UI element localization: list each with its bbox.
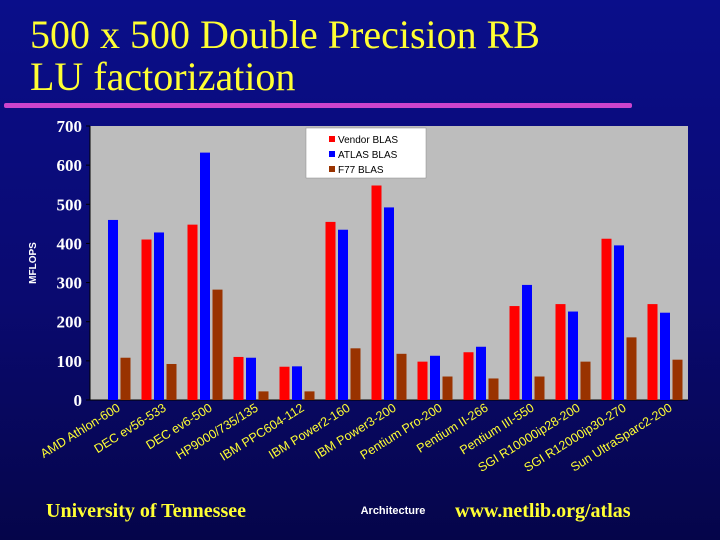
slide-title-line1: 500 x 500 Double Precision RB [30,12,540,57]
footer-url[interactable]: www.netlib.org/atlas [455,500,631,522]
bar [338,229,348,400]
slide-title-line2: LU factorization [30,54,296,99]
bar [187,224,198,400]
bar [212,289,223,400]
bar [660,312,670,400]
y-tick-label: 0 [74,391,83,410]
title-underline [4,103,632,108]
y-tick-label: 600 [57,156,83,175]
bar [568,311,578,400]
bar [396,353,407,400]
bar [166,363,177,400]
bar [258,391,269,400]
bar [233,356,244,400]
bar [647,304,658,400]
legend-label: Vendor BLAS [338,135,398,146]
footer-university: University of Tennessee [46,500,246,522]
slide-title: 500 x 500 Double Precision RB LU factori… [30,14,670,98]
y-tick-label: 700 [57,117,83,136]
bar [522,284,532,400]
bar [430,355,440,400]
y-tick-label: 300 [57,274,83,293]
y-tick-label: 500 [57,195,83,214]
bar [141,239,152,400]
y-tick-label: 400 [57,234,83,253]
bar [488,378,499,400]
bar [120,357,131,400]
bar [534,376,545,400]
bar [580,361,591,400]
legend-swatch [329,166,335,172]
legend-label: ATLAS BLAS [338,150,398,161]
x-tick-label: HP9000/735/135 [174,401,261,463]
bar [555,304,566,400]
bar [476,346,486,400]
bar [200,152,210,400]
bar [417,361,428,400]
bar [463,352,474,400]
bar [442,376,453,400]
y-axis-label: MFLOPS [28,242,39,284]
bar [384,207,394,400]
bar [672,359,683,400]
bar [614,245,624,400]
bar [371,185,382,400]
x-tick-label: IBM Power2-160 [266,401,352,462]
bar [246,357,256,400]
y-tick-label: 100 [57,352,83,371]
bar [279,366,290,400]
bar [292,366,302,400]
x-tick-label: Pentium Pro-200 [358,401,445,463]
bar [108,219,118,400]
y-tick-label: 200 [57,313,83,332]
x-axis-label: Architecture [361,505,426,517]
x-tick-label: IBM Power3-200 [312,401,398,462]
bar [601,238,612,400]
legend-swatch [329,136,335,142]
bar [509,306,520,400]
bar [626,337,637,400]
bar [154,232,164,400]
legend-label: F77 BLAS [338,165,384,176]
legend-box [305,127,427,179]
legend-swatch [329,151,335,157]
bar [350,348,361,400]
bar [325,221,336,400]
bar [304,391,315,400]
